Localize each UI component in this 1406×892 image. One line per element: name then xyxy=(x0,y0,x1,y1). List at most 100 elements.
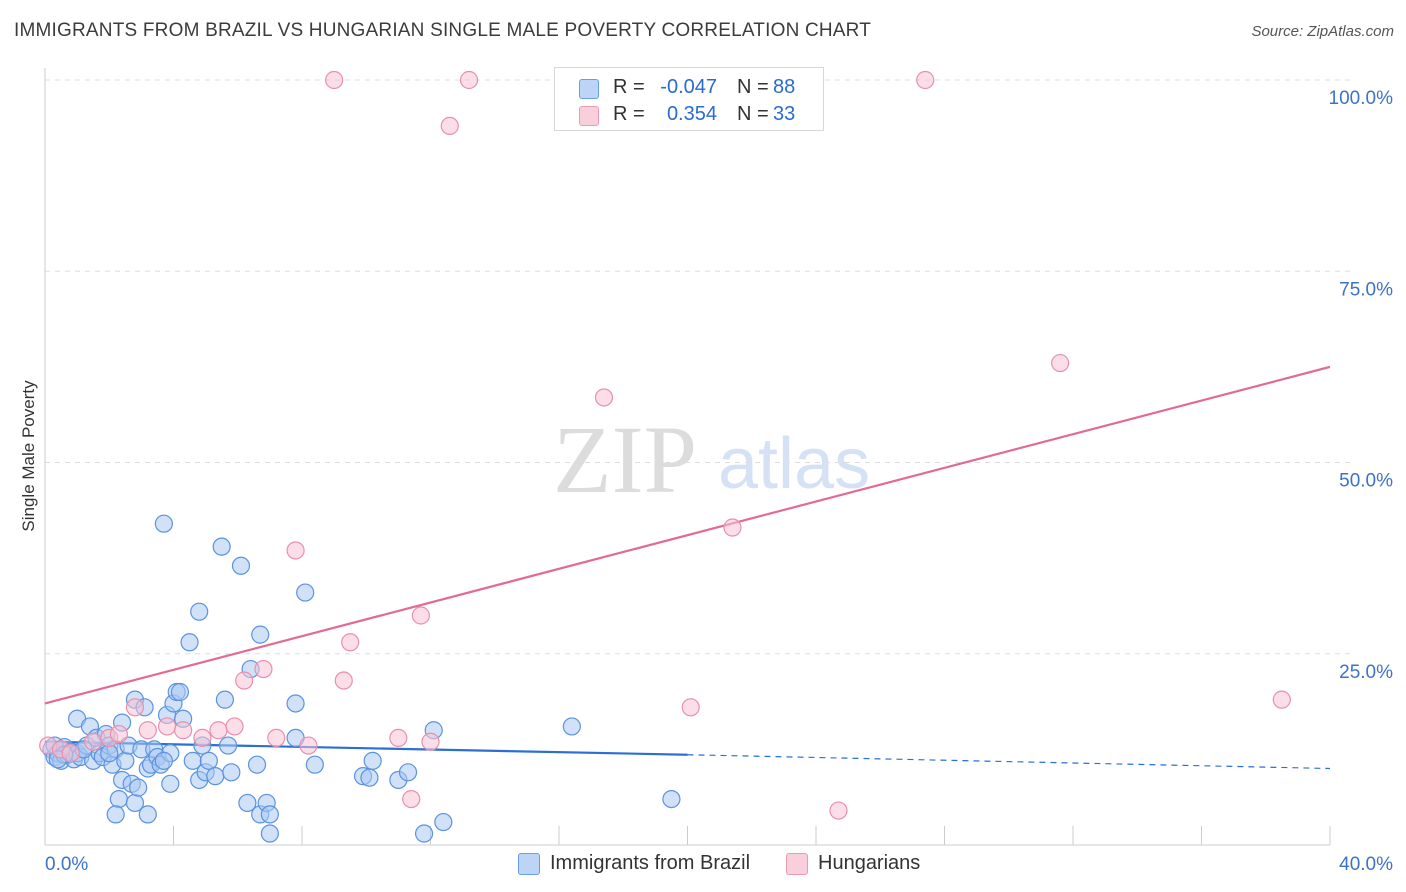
point-brazil xyxy=(180,633,199,652)
point-brazil xyxy=(247,755,267,774)
point-brazil xyxy=(116,751,135,770)
point-hungarian xyxy=(389,728,408,748)
point-hungarian xyxy=(341,633,360,652)
data-points xyxy=(39,70,1291,843)
point-hungarian xyxy=(235,671,254,690)
legend-r-value: -0.047 xyxy=(660,76,717,98)
point-hungarian xyxy=(916,70,935,90)
point-brazil xyxy=(562,717,581,736)
legend-r-label: R = xyxy=(613,103,645,125)
point-brazil xyxy=(360,768,379,787)
point-hungarian xyxy=(1051,353,1070,373)
point-hungarian xyxy=(325,70,344,90)
y-tick-label: 100.0% xyxy=(1329,88,1394,109)
point-hungarian xyxy=(681,698,700,717)
y-tick-label: 50.0% xyxy=(1339,471,1393,492)
tick-labels: 100.0% 75.0% 50.0% 25.0% 0.0% 40.0% xyxy=(45,88,1393,875)
point-brazil xyxy=(296,583,315,602)
point-brazil xyxy=(305,755,324,774)
legend-n-label: N = xyxy=(737,103,769,125)
point-hungarian xyxy=(61,744,80,763)
legend-n-label: N = xyxy=(737,76,769,98)
point-brazil xyxy=(154,514,173,533)
point-brazil xyxy=(138,805,157,824)
watermark: ZIP atlas xyxy=(553,406,870,513)
point-hungarian xyxy=(402,789,421,809)
point-brazil xyxy=(215,690,234,709)
point-brazil xyxy=(238,793,257,813)
y-tick-label: 75.0% xyxy=(1339,279,1393,300)
point-brazil xyxy=(414,824,434,843)
point-brazil xyxy=(398,763,418,782)
point-brazil xyxy=(286,694,305,713)
bottom-legend-swatch-pink xyxy=(786,853,808,875)
point-brazil xyxy=(199,751,218,770)
point-brazil xyxy=(154,751,173,770)
point-hungarian xyxy=(138,721,157,740)
point-brazil xyxy=(434,812,453,832)
point-brazil xyxy=(662,789,681,809)
point-hungarian xyxy=(125,698,145,717)
point-hungarian xyxy=(193,728,212,748)
watermark-atlas: atlas xyxy=(718,424,870,504)
watermark-zip: ZIP xyxy=(553,406,697,513)
trend-line-brazil-extrapolated xyxy=(687,754,1331,770)
legend-n-value: 88 xyxy=(773,76,796,98)
point-hungarian xyxy=(109,724,128,744)
bottom-legend-label: Immigrants from Brazil xyxy=(550,852,751,874)
point-brazil xyxy=(222,763,241,782)
point-hungarian xyxy=(84,732,103,751)
point-brazil xyxy=(219,736,238,755)
y-axis-label: Single Male Poverty xyxy=(19,380,38,532)
chart-title: IMMIGRANTS FROM BRAZIL VS HUNGARIAN SING… xyxy=(14,20,872,41)
point-brazil xyxy=(212,537,231,556)
legend-swatch-pink xyxy=(579,106,599,126)
legend-n-value: 33 xyxy=(773,103,796,125)
point-hungarian xyxy=(411,606,430,625)
correlation-legend: R = -0.047 N = 88 R = 0.354 N = 33 xyxy=(554,67,824,131)
legend-row-hungarians: R = 0.354 N = 33 xyxy=(555,101,823,129)
point-brazil xyxy=(190,602,209,621)
point-hungarian xyxy=(421,732,440,751)
point-brazil xyxy=(363,751,382,770)
point-hungarian xyxy=(157,717,177,736)
point-brazil xyxy=(260,824,279,843)
point-hungarian xyxy=(254,659,273,679)
point-brazil xyxy=(129,778,148,797)
point-hungarian xyxy=(299,736,318,755)
point-hungarian xyxy=(440,116,459,136)
point-brazil xyxy=(231,556,251,575)
point-brazil xyxy=(100,744,119,763)
legend-r-value: 0.354 xyxy=(666,103,717,125)
legend-swatch-blue xyxy=(579,79,599,99)
point-hungarian xyxy=(225,717,244,736)
point-hungarian xyxy=(829,801,848,820)
trend-line-hungarians xyxy=(44,365,1331,705)
point-hungarian xyxy=(594,388,614,407)
point-hungarian xyxy=(723,518,742,537)
point-hungarian xyxy=(334,671,353,690)
point-brazil xyxy=(161,774,180,793)
point-brazil xyxy=(251,625,270,644)
point-hungarian xyxy=(267,728,286,748)
point-hungarian xyxy=(459,70,479,90)
source-label: Source: ZipAtlas.com xyxy=(1251,23,1394,40)
point-hungarian xyxy=(209,721,228,740)
bottom-legend-label: Hungarians xyxy=(818,852,921,874)
point-hungarian xyxy=(286,541,305,560)
point-brazil xyxy=(109,789,128,809)
point-brazil xyxy=(206,767,225,786)
axes xyxy=(44,68,1331,846)
point-brazil xyxy=(260,805,279,824)
y-tick-label: 25.0% xyxy=(1339,662,1393,683)
point-brazil xyxy=(170,682,190,702)
x-tick-label: 0.0% xyxy=(45,854,88,875)
x-tick-label: 40.0% xyxy=(1339,854,1393,875)
point-hungarian xyxy=(174,721,193,740)
point-hungarian xyxy=(1272,690,1291,709)
point-brazil xyxy=(106,805,125,824)
bottom-legend-swatch-blue xyxy=(518,853,540,875)
legend-r-label: R = xyxy=(613,76,645,98)
legend-row-brazil: R = -0.047 N = 88 xyxy=(555,74,823,102)
